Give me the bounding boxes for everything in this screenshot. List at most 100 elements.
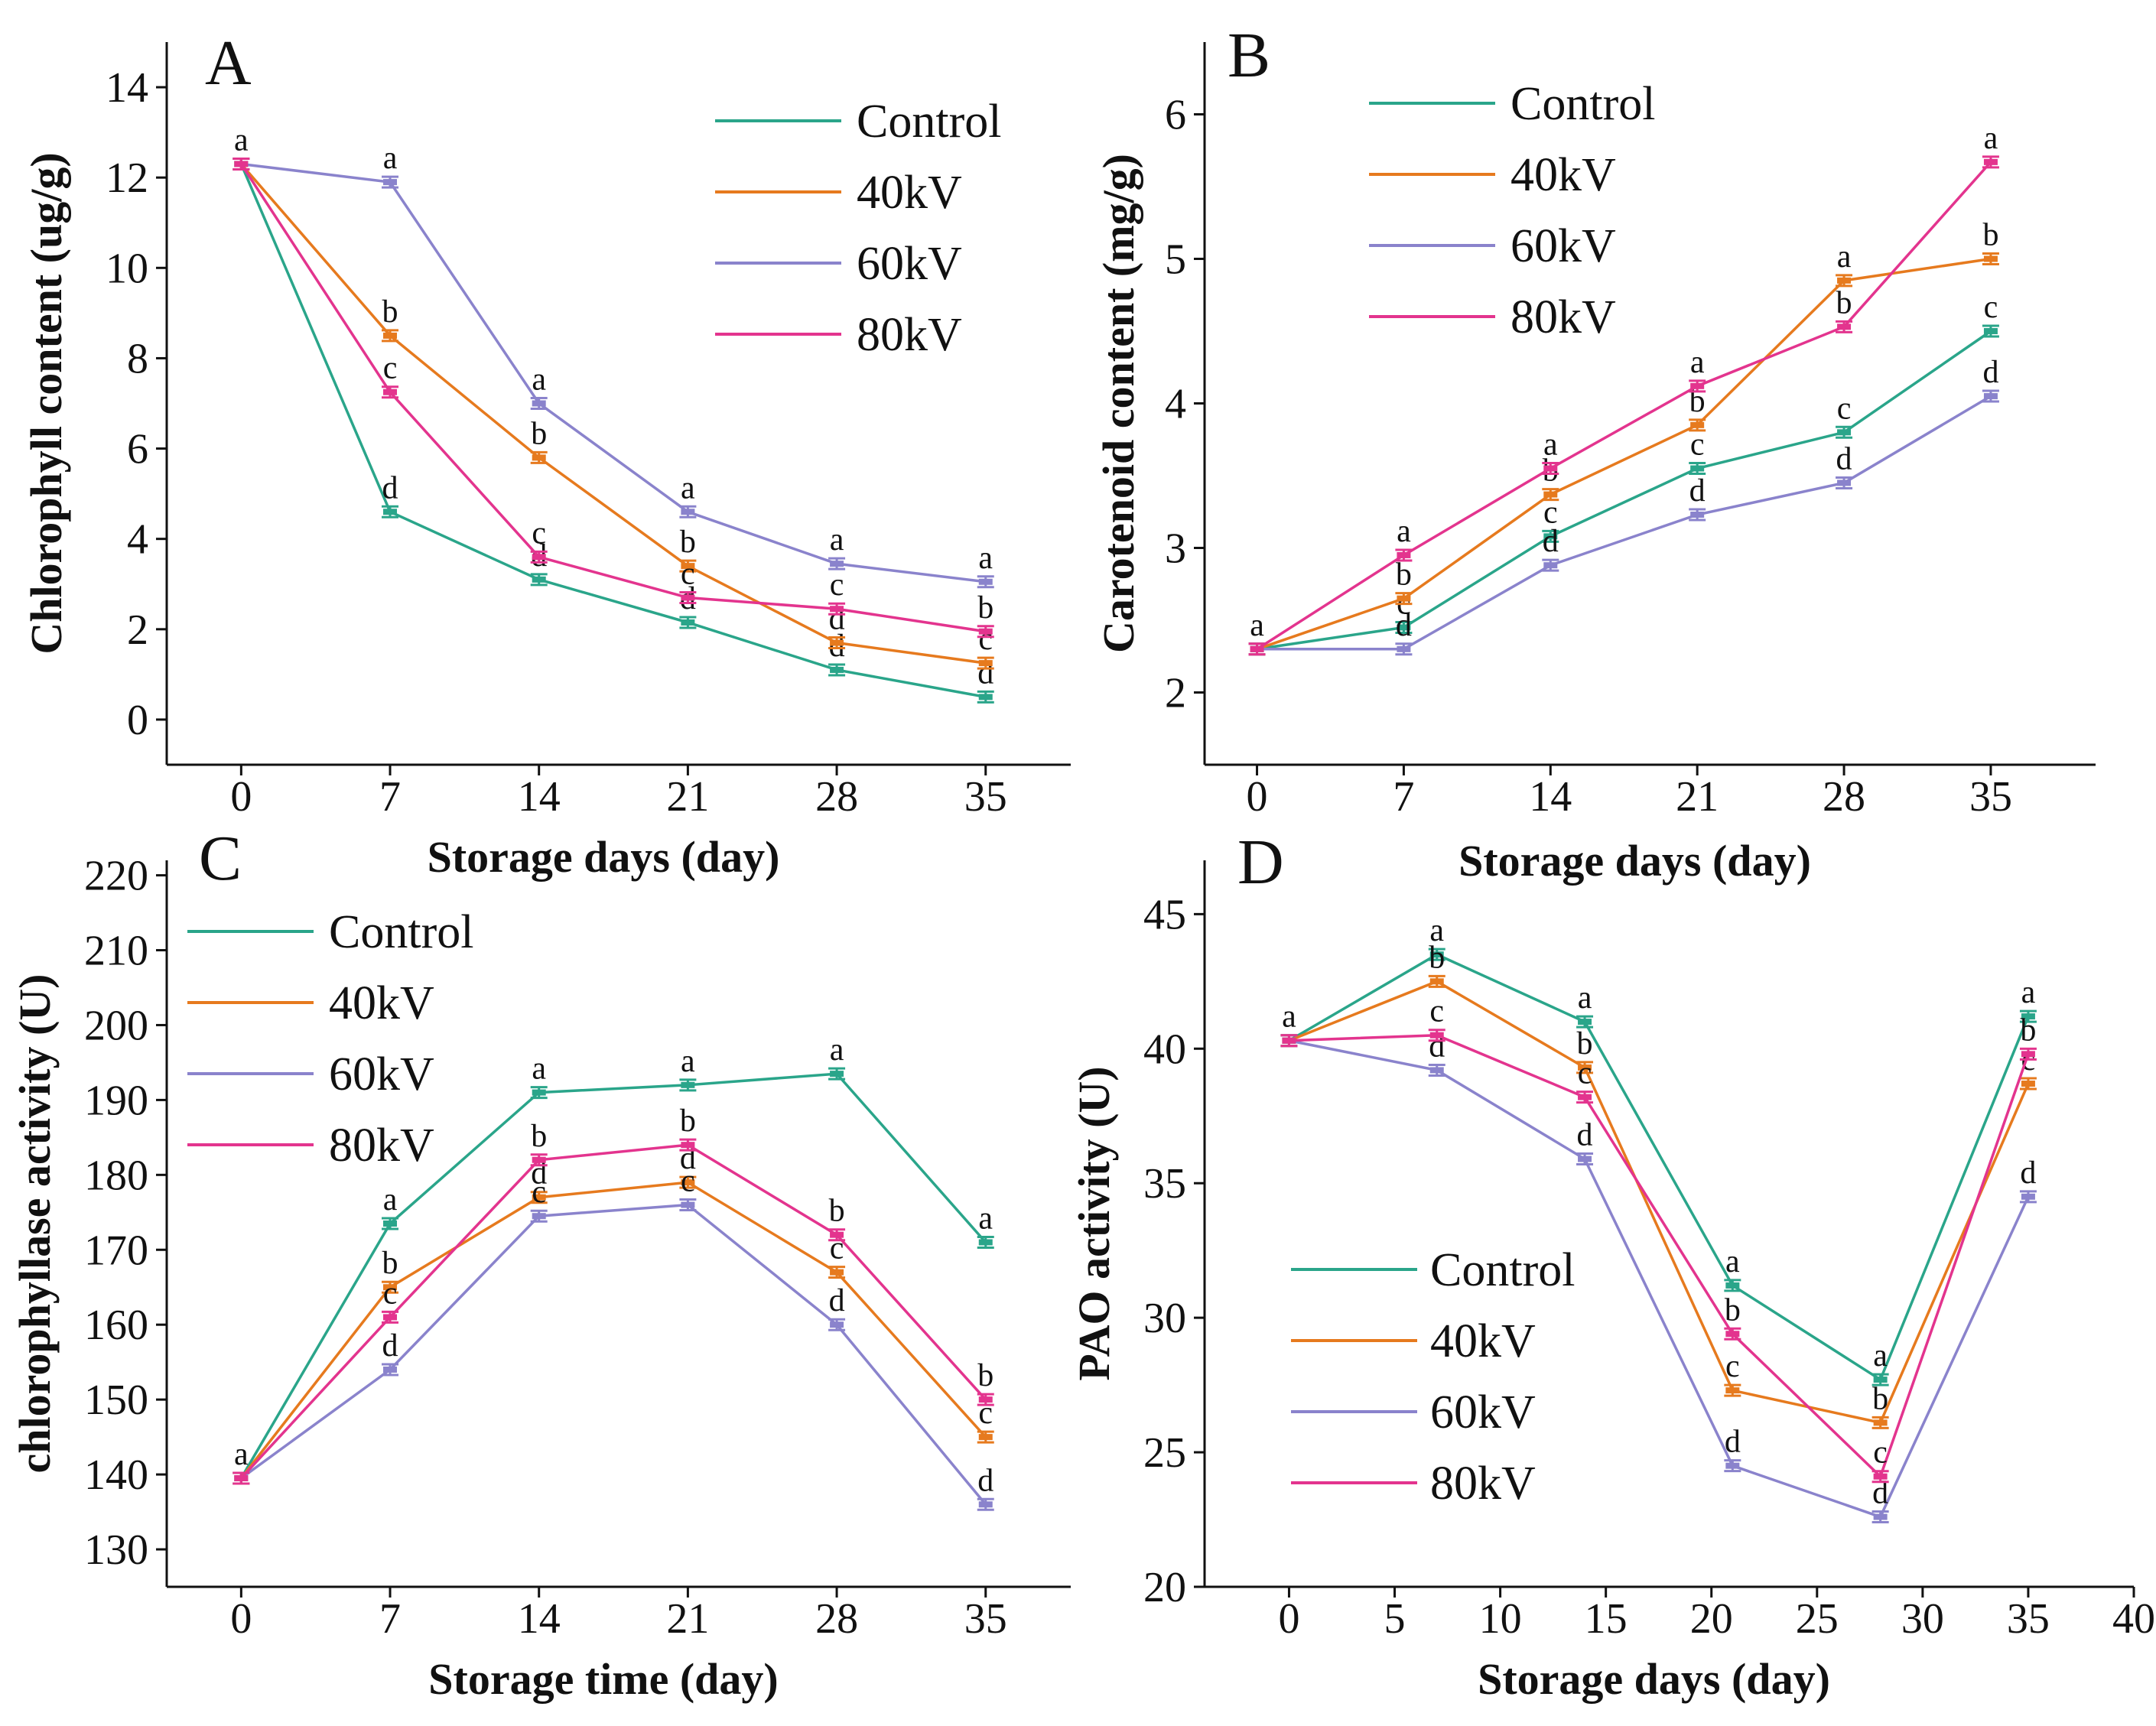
data-point [1836, 476, 1853, 489]
significance-label: c [681, 1164, 695, 1199]
significance-label: b [2020, 1013, 2036, 1048]
series-control: accccc [1248, 290, 1999, 656]
data-point [530, 1086, 548, 1100]
point-marker [383, 1284, 398, 1291]
significance-label: b [531, 416, 547, 451]
point-marker [681, 1179, 695, 1186]
point-marker [1873, 1473, 1888, 1480]
point-marker [2021, 1081, 2035, 1087]
data-point [679, 1198, 697, 1212]
point-marker [1873, 1513, 1888, 1520]
legend-item-60kv: 60kV [187, 1048, 434, 1100]
data-point [828, 636, 846, 650]
y-axis-title: Chlorophyll content (ug/g) [21, 152, 71, 654]
x-tick-label: 14 [518, 1595, 561, 1643]
data-point [1542, 488, 1559, 502]
legend-item-60kv: 60kV [1291, 1386, 1536, 1438]
series-40kv: bd dcc [233, 1141, 994, 1485]
y-tick-label: 170 [84, 1227, 148, 1274]
point-marker [1397, 624, 1411, 631]
data-point [1982, 155, 1999, 169]
data-point [1542, 529, 1559, 543]
point-marker [383, 1314, 398, 1321]
point-marker [830, 561, 844, 567]
data-point [1724, 1279, 1741, 1292]
data-point [2019, 1077, 2037, 1091]
y-tick-label: 130 [84, 1526, 148, 1574]
data-point [1542, 462, 1559, 476]
data-point [679, 1175, 697, 1189]
legend-item-control: Control [1369, 78, 1655, 130]
point-marker [1837, 323, 1852, 330]
y-axis-title: PAO activity (U) [1069, 1066, 1119, 1380]
point-marker [1578, 1156, 1592, 1162]
significance-label: b [1982, 218, 1998, 253]
significance-label: d [1396, 608, 1412, 643]
data-point [679, 1138, 697, 1152]
y-tick-label: 2 [1165, 670, 1186, 717]
x-tick-label: 14 [1529, 773, 1572, 821]
data-point [679, 505, 697, 518]
significance-label: a [383, 141, 398, 176]
data-point [1689, 462, 1706, 476]
data-point [977, 656, 994, 670]
point-marker [1397, 595, 1411, 602]
legend: Control 40kV 60kV 80kV [187, 906, 473, 1172]
data-point [382, 505, 399, 518]
legend-item-40kv: 40kV [187, 977, 434, 1029]
series-line [1256, 257, 1992, 651]
point-marker [1543, 533, 1558, 540]
significance-label: a [1725, 1244, 1740, 1279]
legend-item-80kv: 80kV [1291, 1458, 1536, 1510]
significance-label: d [1577, 1118, 1593, 1153]
y-axis-title: chlorophyllase activity (U) [10, 974, 60, 1474]
significance-label: d [382, 1328, 398, 1364]
x-tick-label: 28 [815, 773, 858, 821]
y-tick-label: 220 [84, 853, 148, 900]
y-tick-label: 35 [1143, 1160, 1186, 1208]
data-point [2019, 1190, 2037, 1204]
point-marker [830, 1321, 844, 1328]
x-tick-label: 0 [230, 773, 252, 821]
significance-label: d [1689, 473, 1706, 509]
legend-label: Control [1511, 78, 1655, 130]
point-marker [681, 1142, 695, 1149]
data-point [382, 1363, 399, 1377]
point-marker [1429, 978, 1444, 985]
point-marker [830, 666, 844, 673]
point-marker [1690, 465, 1705, 472]
series-line [240, 163, 986, 665]
significance-label: b [977, 590, 993, 626]
data-point [1836, 320, 1853, 333]
point-marker [383, 179, 398, 186]
significance-label: b [1429, 940, 1445, 975]
x-tick-label: 0 [1247, 773, 1268, 821]
series-line [1256, 161, 1992, 651]
x-tick-label: 10 [1479, 1595, 1522, 1643]
point-marker [383, 1366, 398, 1373]
data-point [828, 1067, 846, 1081]
legend-label: 40kV [1430, 1315, 1536, 1367]
data-point [530, 1153, 548, 1167]
point-marker [383, 1221, 398, 1227]
x-tick-label: 35 [964, 1595, 1007, 1643]
point-marker [1837, 479, 1852, 486]
significance-label: c [383, 351, 398, 386]
point-marker [1690, 382, 1705, 389]
x-tick-label: 7 [379, 1595, 401, 1643]
x-tick-label: 0 [1278, 1595, 1299, 1643]
significance-label: a [830, 522, 844, 557]
data-point [382, 175, 399, 189]
x-tick-label: 21 [666, 773, 709, 821]
x-tick-label: 35 [964, 773, 1007, 821]
data-point [828, 1266, 846, 1279]
legend-label: 60kV [329, 1048, 434, 1100]
y-tick-label: 190 [84, 1077, 148, 1124]
significance-label: b [977, 1358, 993, 1393]
point-marker [978, 1239, 993, 1246]
y-tick-label: 210 [84, 928, 148, 975]
point-marker [532, 454, 546, 461]
x-tick-label: 21 [666, 1595, 709, 1643]
point-marker [2021, 1013, 2035, 1020]
